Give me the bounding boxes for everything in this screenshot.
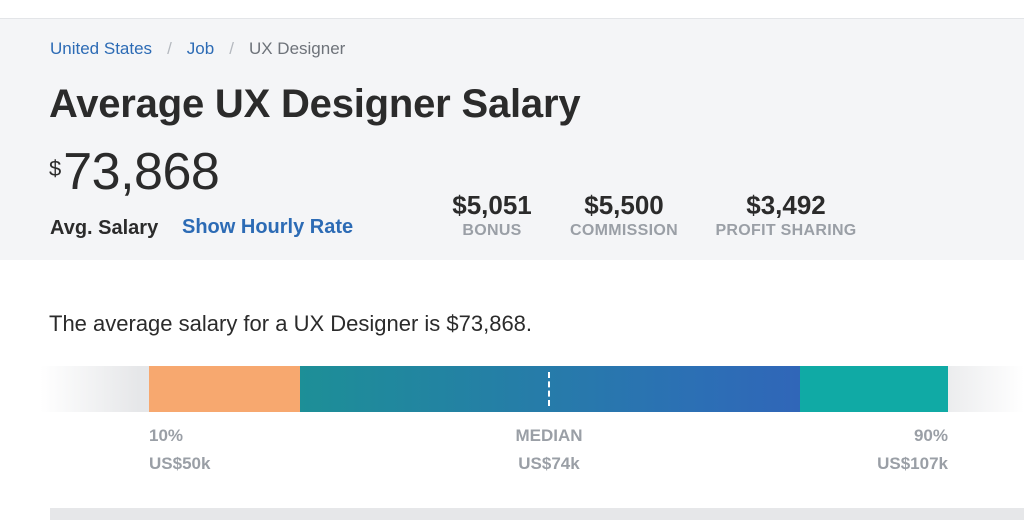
profit-sharing-value: $3,492 bbox=[746, 190, 826, 220]
profit-sharing-stat: $3,492 PROFIT SHARING bbox=[710, 190, 862, 242]
median-value: US$74k bbox=[518, 454, 580, 473]
breadcrumb-separator: / bbox=[167, 39, 172, 58]
median-label: MEDIAN bbox=[515, 426, 583, 445]
salary-amount: 73,868 bbox=[63, 143, 220, 201]
bonus-value: $5,051 bbox=[452, 190, 532, 220]
salary-currency-symbol: $ bbox=[49, 156, 62, 181]
percentile-10-value: US$50k bbox=[149, 454, 211, 473]
next-section-strip bbox=[50, 508, 1024, 520]
commission-stat: $5,500 COMMISSION bbox=[562, 190, 686, 242]
top-divider bbox=[0, 18, 1024, 19]
breadcrumb-separator: / bbox=[229, 39, 234, 58]
breadcrumb-link-job[interactable]: Job bbox=[186, 39, 215, 58]
commission-label: COMMISSION bbox=[570, 222, 678, 239]
percentile-10-label: 10% bbox=[149, 426, 184, 445]
breadcrumb-link-united-states[interactable]: United States bbox=[50, 39, 153, 58]
bonus-stat: $5,051 BONUS bbox=[448, 190, 536, 242]
average-salary: $ 73,868 bbox=[49, 142, 220, 202]
breadcrumb-current: UX Designer bbox=[248, 39, 346, 58]
salary-range-low-segment bbox=[149, 366, 300, 412]
header-panel bbox=[0, 19, 1024, 260]
page-title: Average UX Designer Salary bbox=[49, 82, 581, 126]
percentile-90-value: US$107k bbox=[877, 454, 948, 473]
avg-salary-label: Avg. Salary bbox=[50, 217, 159, 239]
salary-range-high-segment bbox=[800, 366, 948, 412]
breadcrumb: United States / Job / UX Designer bbox=[50, 38, 345, 60]
salary-range-mid-segment bbox=[300, 366, 800, 412]
show-hourly-rate-link[interactable]: Show Hourly Rate bbox=[182, 216, 354, 238]
percentile-90-label: 90% bbox=[913, 426, 948, 445]
commission-value: $5,500 bbox=[584, 190, 664, 220]
bonus-label: BONUS bbox=[462, 222, 522, 239]
median-marker bbox=[548, 372, 550, 406]
profit-sharing-label: PROFIT SHARING bbox=[715, 222, 857, 239]
salary-summary-text: The average salary for a UX Designer is … bbox=[49, 311, 533, 336]
